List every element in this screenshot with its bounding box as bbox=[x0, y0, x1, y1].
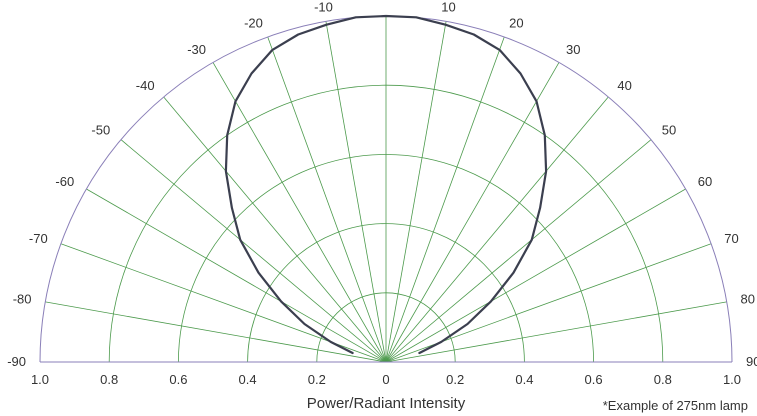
angle-tick-label: 40 bbox=[617, 78, 631, 93]
angle-tick-label: 50 bbox=[662, 123, 676, 138]
angle-tick-label: -20 bbox=[244, 16, 263, 31]
angle-tick-label: -70 bbox=[29, 231, 48, 246]
grid-spoke--80 bbox=[45, 301, 387, 363]
radial-tick-label: 1.0 bbox=[723, 372, 741, 387]
angle-tick-label: -10 bbox=[314, 0, 333, 15]
angle-tick-label: 20 bbox=[509, 16, 523, 31]
angle-tick-label: -90 bbox=[7, 354, 26, 369]
angle-tick-label: -40 bbox=[136, 78, 155, 93]
angle-tick-label: 30 bbox=[566, 42, 580, 57]
grid-spoke--60 bbox=[86, 188, 387, 363]
grid-spoke--20 bbox=[267, 36, 387, 363]
x-axis-title: Power/Radiant Intensity bbox=[307, 395, 466, 412]
footnote: *Example of 275nm lamp bbox=[603, 398, 748, 413]
grid-spoke-60 bbox=[385, 188, 686, 363]
angle-tick-label: -50 bbox=[91, 123, 110, 138]
grid-spoke--10 bbox=[325, 21, 387, 363]
radial-tick-label: 0.4 bbox=[515, 372, 533, 387]
grid-spoke--50 bbox=[120, 139, 387, 363]
radial-tick-label: 0.6 bbox=[585, 372, 603, 387]
angle-tick-label: 90 bbox=[746, 354, 757, 369]
radial-tick-label: 0.8 bbox=[654, 372, 672, 387]
curve-layer bbox=[224, 14, 548, 355]
intensity-curve bbox=[224, 14, 548, 355]
grid-spoke-50 bbox=[385, 139, 652, 363]
grid-spoke-30 bbox=[385, 62, 560, 363]
grid-spoke--30 bbox=[212, 62, 387, 363]
grid-spoke-10 bbox=[385, 21, 447, 363]
label-layer: -90 -80 -70 -60 -50 -40 -30 -20 -10 10 20 30 40 50 60 7… bbox=[7, 0, 757, 387]
angle-tick-label: -80 bbox=[13, 292, 32, 307]
radial-tick-label: 0.6 bbox=[169, 372, 187, 387]
angle-tick-label: 10 bbox=[441, 0, 455, 15]
radial-tick-label: 0.4 bbox=[239, 372, 257, 387]
radial-tick-label: 0.2 bbox=[446, 372, 464, 387]
grid-spoke-80 bbox=[385, 301, 727, 363]
grid-spoke-40 bbox=[385, 96, 609, 363]
angle-tick-label: -60 bbox=[55, 174, 74, 189]
radial-tick-label: 0 bbox=[382, 372, 389, 387]
angle-tick-label: 60 bbox=[698, 174, 712, 189]
radial-tick-label: 0.2 bbox=[308, 372, 326, 387]
grid-layer bbox=[45, 16, 727, 363]
radial-tick-label: 1.0 bbox=[31, 372, 49, 387]
angle-tick-label: 70 bbox=[724, 231, 738, 246]
grid-spoke-20 bbox=[385, 36, 505, 363]
angle-tick-label: -30 bbox=[187, 42, 206, 57]
radial-tick-label: 0.8 bbox=[100, 372, 118, 387]
angle-tick-label: 80 bbox=[741, 292, 755, 307]
grid-spoke--40 bbox=[163, 96, 387, 363]
